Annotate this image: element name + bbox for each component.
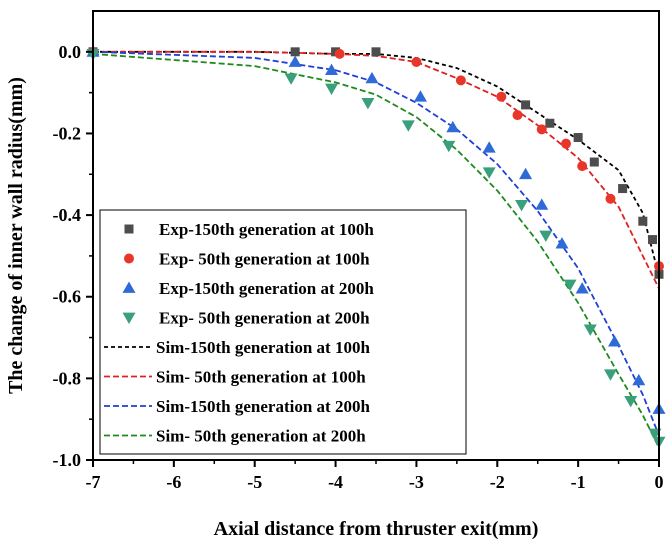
legend-label: Exp-150th generation at 100h xyxy=(159,220,374,239)
x-tick-label: -7 xyxy=(86,472,101,492)
data-point xyxy=(575,282,589,294)
data-point xyxy=(521,100,531,110)
legend-entry: Sim- 50th generation at 100h xyxy=(104,368,366,387)
legend-marker xyxy=(122,312,136,324)
data-point xyxy=(512,110,523,121)
legend-entry: Exp-150th generation at 100h xyxy=(124,220,374,239)
data-point xyxy=(496,91,507,102)
data-point xyxy=(618,184,628,194)
data-point xyxy=(455,75,466,86)
data-point xyxy=(605,193,616,204)
data-point xyxy=(482,167,496,179)
y-tick-label: -0.2 xyxy=(53,123,82,143)
data-point xyxy=(555,237,569,249)
legend-marker xyxy=(124,224,134,234)
data-point xyxy=(365,71,379,84)
axes: -7 -6 -5 -4 -3 -2 -1 0 0.0 -0.2 -0.4 -0.6 -0.8 -1.0 xyxy=(53,42,664,492)
legend-entry: Exp-150th generation at 200h xyxy=(122,279,374,298)
data-point xyxy=(401,120,415,132)
data-point xyxy=(648,235,658,245)
x-tick-label: -3 xyxy=(409,472,424,492)
legend-label: Sim-150th generation at 100h xyxy=(156,338,370,357)
legend-label: Sim- 50th generation at 200h xyxy=(156,427,366,446)
data-point xyxy=(290,47,300,57)
data-point xyxy=(284,73,298,85)
data-point xyxy=(413,90,427,102)
y-tick-label: -1.0 xyxy=(53,450,82,470)
x-axis-title: Axial distance from thruster exit(mm) xyxy=(214,518,539,540)
data-point xyxy=(536,124,547,135)
y-axis-title: The change of inner wall radius(mm) xyxy=(5,77,27,394)
data-point xyxy=(573,133,583,143)
data-point xyxy=(545,118,555,128)
data-point xyxy=(482,141,496,153)
legend-label: Exp- 50th generation at 200h xyxy=(159,309,370,328)
data-point xyxy=(632,373,646,386)
data-point xyxy=(624,395,638,408)
legend-label: Exp-150th generation at 200h xyxy=(159,279,374,298)
series-line xyxy=(93,50,660,289)
data-point xyxy=(442,140,456,153)
x-tick-label: -2 xyxy=(490,472,505,492)
data-point xyxy=(361,97,375,110)
legend-label: Sim-150th generation at 200h xyxy=(156,397,370,416)
data-point xyxy=(325,63,339,76)
data-point xyxy=(561,138,572,149)
plot-data xyxy=(86,45,666,449)
data-point xyxy=(519,167,533,180)
data-point xyxy=(515,200,529,212)
legend-entry: Sim-150th generation at 200h xyxy=(104,397,370,416)
legend-marker xyxy=(124,253,134,264)
y-tick-label: -0.8 xyxy=(53,368,82,388)
legend-entry: Sim-150th generation at 100h xyxy=(104,338,370,357)
x-tick-label: -4 xyxy=(328,472,343,492)
data-point xyxy=(608,335,622,347)
y-tick-label: 0.0 xyxy=(59,42,82,62)
data-point xyxy=(603,369,617,381)
series-line xyxy=(93,50,660,277)
y-tick-label: -0.4 xyxy=(53,205,82,225)
x-tick-label: 0 xyxy=(655,472,664,492)
data-point xyxy=(325,83,339,96)
data-point xyxy=(446,120,460,133)
legend-label: Exp- 50th generation at 100h xyxy=(159,250,370,269)
legend-entry: Sim- 50th generation at 200h xyxy=(104,427,366,446)
legend: Exp-150th generation at 100h Exp- 50th ge… xyxy=(99,209,467,455)
data-point xyxy=(371,47,381,57)
data-point xyxy=(411,57,422,68)
x-tick-label: -5 xyxy=(247,472,262,492)
legend-box xyxy=(99,209,467,455)
legend-marker xyxy=(122,281,136,293)
legend-label: Sim- 50th generation at 100h xyxy=(156,368,366,387)
x-tick-label: -1 xyxy=(571,472,586,492)
data-point xyxy=(583,324,597,336)
data-point xyxy=(589,157,599,167)
y-tick-label: -0.6 xyxy=(53,287,82,307)
data-point xyxy=(535,198,549,210)
data-point xyxy=(288,55,302,67)
data-point xyxy=(539,230,553,242)
data-point xyxy=(334,48,345,59)
legend-entry: Exp- 50th generation at 200h xyxy=(122,309,370,328)
data-point xyxy=(577,161,588,172)
data-point xyxy=(638,216,648,226)
data-point xyxy=(563,279,577,291)
legend-entry: Exp- 50th generation at 100h xyxy=(124,250,370,269)
x-tick-label: -6 xyxy=(166,472,181,492)
